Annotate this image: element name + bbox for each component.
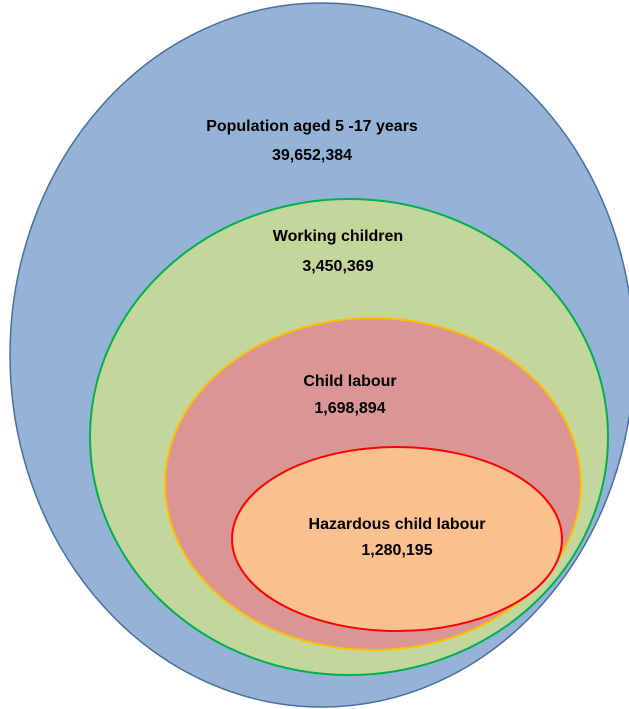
node-label: Working children [273, 228, 403, 245]
node-label: Population aged 5 -17 years [206, 118, 418, 135]
node-value: 1,698,894 [314, 400, 385, 417]
hazardous-ellipse [231, 446, 563, 632]
node-label: Child labour [303, 373, 396, 390]
node-value: 3,450,369 [302, 258, 373, 275]
node-label: Hazardous child labour [309, 516, 486, 533]
node-value: 1,280,195 [361, 542, 432, 559]
node-value: 39,652,384 [272, 147, 352, 164]
